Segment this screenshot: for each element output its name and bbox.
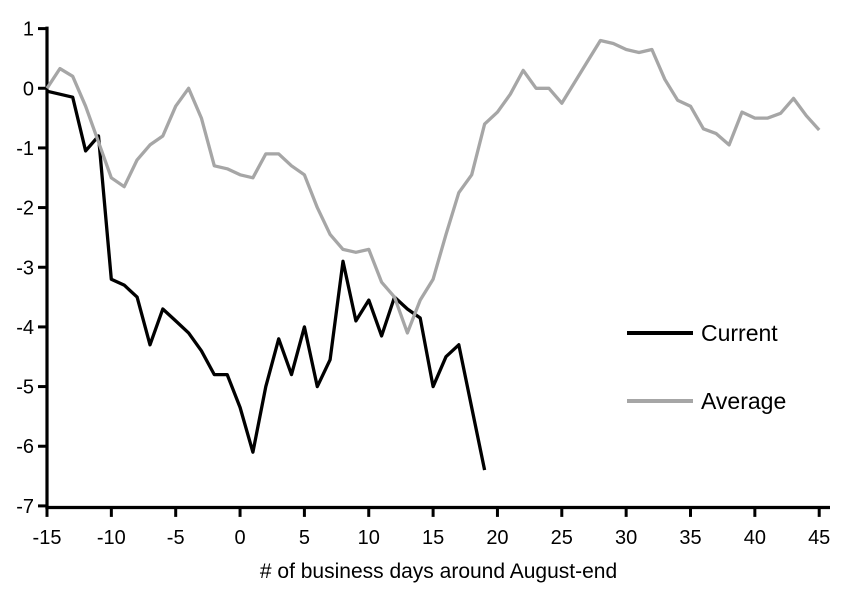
y-tick-label: -5 <box>16 377 34 399</box>
x-tick-label: 20 <box>486 527 508 549</box>
y-tick-label: -1 <box>16 138 34 160</box>
x-tick-label: 15 <box>422 527 444 549</box>
data-series <box>45 38 821 471</box>
x-tick-label: 5 <box>299 527 310 549</box>
legend-label-current: Current <box>701 319 778 346</box>
y-tick-label: -2 <box>16 198 34 220</box>
x-tick-label: 45 <box>808 527 830 549</box>
y-tick-label: -4 <box>16 317 34 339</box>
x-tick-label: 30 <box>615 527 637 549</box>
y-tick-label: -3 <box>16 257 34 279</box>
x-tick-label: 10 <box>358 527 380 549</box>
series-line-current <box>46 89 487 471</box>
y-axis-ticks: 1 0 -1 -2 -3 -4 -5 -6 -7 <box>16 19 47 518</box>
average-line-swatch <box>627 399 693 403</box>
current-line-swatch <box>627 331 693 335</box>
x-axis-title: # of business days around August-end <box>259 560 618 583</box>
x-tick-label: -5 <box>167 527 185 549</box>
y-tick-label: -6 <box>16 436 34 458</box>
x-tick-label: -15 <box>33 527 62 549</box>
y-tick-label: 0 <box>23 78 34 100</box>
y-tick-label: -7 <box>16 496 34 518</box>
x-tick-label: 0 <box>234 527 245 549</box>
x-tick-label: 40 <box>744 527 766 549</box>
x-tick-label: 35 <box>679 527 701 549</box>
legend-label-average: Average <box>701 387 787 414</box>
legend-item-average: Average <box>627 387 786 415</box>
y-tick-label: 1 <box>23 19 34 41</box>
legend-item-current: Current <box>627 319 778 347</box>
series-line-average <box>45 38 821 335</box>
x-axis-ticks: -15 -10 -5 0 5 10 15 20 25 30 35 40 45 <box>33 507 830 549</box>
x-tick-label: 25 <box>551 527 573 549</box>
x-tick-label: -10 <box>97 527 126 549</box>
